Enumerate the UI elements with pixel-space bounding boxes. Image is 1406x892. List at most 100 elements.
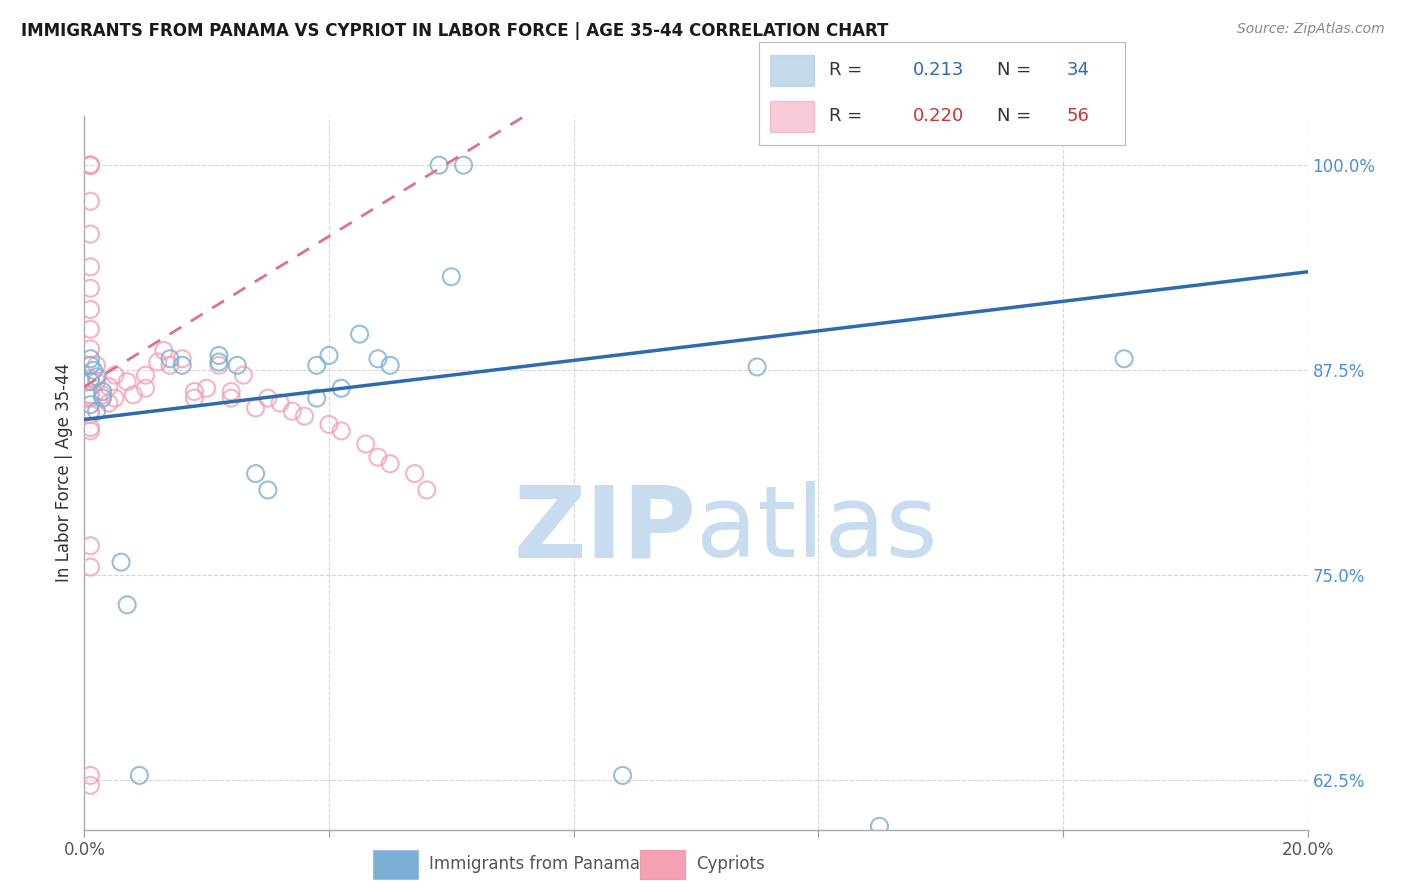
Text: ZIP: ZIP bbox=[513, 482, 696, 578]
Point bbox=[79, 371, 101, 385]
FancyBboxPatch shape bbox=[770, 102, 814, 132]
Point bbox=[367, 351, 389, 366]
Point bbox=[294, 409, 316, 424]
Point bbox=[208, 349, 231, 363]
Text: R =: R = bbox=[828, 107, 868, 125]
Point bbox=[79, 404, 101, 418]
Point bbox=[79, 281, 101, 295]
Point bbox=[453, 158, 475, 172]
Point bbox=[330, 381, 353, 395]
Point bbox=[115, 598, 138, 612]
Point bbox=[91, 384, 114, 399]
Point bbox=[79, 420, 101, 434]
Point bbox=[79, 560, 101, 574]
Point bbox=[97, 379, 120, 393]
Point bbox=[1021, 860, 1043, 874]
Point bbox=[79, 768, 101, 782]
Point bbox=[612, 768, 634, 782]
Point bbox=[122, 388, 145, 402]
Point bbox=[91, 391, 114, 405]
Text: 34: 34 bbox=[1066, 61, 1090, 78]
Text: N =: N = bbox=[997, 61, 1036, 78]
Text: 0.220: 0.220 bbox=[912, 107, 965, 125]
Point bbox=[79, 322, 101, 336]
Point bbox=[172, 351, 194, 366]
Point bbox=[79, 342, 101, 356]
Point bbox=[354, 437, 377, 451]
Point bbox=[79, 260, 101, 274]
Point bbox=[79, 398, 101, 412]
Point bbox=[183, 391, 205, 405]
Point bbox=[159, 359, 181, 373]
Point bbox=[257, 391, 280, 405]
Point bbox=[79, 408, 101, 422]
Point bbox=[305, 391, 328, 405]
Point bbox=[318, 417, 340, 432]
Point bbox=[79, 158, 101, 172]
Point bbox=[159, 351, 181, 366]
Point bbox=[86, 369, 108, 384]
Point bbox=[269, 396, 291, 410]
Point bbox=[79, 375, 101, 389]
Point bbox=[330, 424, 353, 438]
Point bbox=[110, 555, 132, 569]
Point bbox=[172, 359, 194, 373]
Point bbox=[257, 483, 280, 497]
Point bbox=[305, 359, 328, 373]
Point bbox=[195, 381, 218, 395]
Point bbox=[104, 368, 127, 383]
Point bbox=[219, 384, 242, 399]
Point bbox=[79, 539, 101, 553]
Point bbox=[79, 778, 101, 792]
FancyBboxPatch shape bbox=[770, 55, 814, 86]
Point bbox=[79, 391, 101, 405]
Text: IMMIGRANTS FROM PANAMA VS CYPRIOT IN LABOR FORCE | AGE 35-44 CORRELATION CHART: IMMIGRANTS FROM PANAMA VS CYPRIOT IN LAB… bbox=[21, 22, 889, 40]
Point bbox=[79, 424, 101, 438]
Point bbox=[135, 381, 157, 395]
Point bbox=[440, 269, 463, 284]
Point bbox=[79, 158, 101, 172]
Point bbox=[153, 343, 176, 358]
Point bbox=[281, 404, 304, 418]
Text: N =: N = bbox=[997, 107, 1036, 125]
Point bbox=[79, 359, 101, 373]
Point bbox=[245, 467, 267, 481]
Point bbox=[79, 351, 101, 366]
Text: 56: 56 bbox=[1066, 107, 1090, 125]
Point bbox=[183, 384, 205, 399]
Point bbox=[318, 349, 340, 363]
Point bbox=[380, 359, 402, 373]
Text: Cypriots: Cypriots bbox=[696, 855, 765, 873]
Y-axis label: In Labor Force | Age 35-44: In Labor Force | Age 35-44 bbox=[55, 363, 73, 582]
Text: R =: R = bbox=[828, 61, 868, 78]
Point bbox=[232, 368, 254, 383]
Point bbox=[1114, 351, 1136, 366]
Point bbox=[86, 375, 108, 389]
Point bbox=[86, 404, 108, 418]
Point bbox=[208, 359, 231, 373]
Text: Immigrants from Panama: Immigrants from Panama bbox=[429, 855, 640, 873]
Point bbox=[104, 391, 127, 405]
Point bbox=[79, 227, 101, 241]
Point bbox=[404, 467, 426, 481]
Point bbox=[86, 359, 108, 373]
Point bbox=[380, 457, 402, 471]
Point bbox=[97, 396, 120, 410]
Point bbox=[208, 355, 231, 369]
Point bbox=[146, 355, 169, 369]
Point bbox=[226, 359, 249, 373]
Point bbox=[245, 401, 267, 415]
Point bbox=[79, 194, 101, 209]
Point bbox=[367, 450, 389, 465]
Point bbox=[869, 819, 891, 833]
Point bbox=[91, 388, 114, 402]
Point bbox=[79, 158, 101, 172]
Point bbox=[83, 363, 105, 377]
Point bbox=[115, 375, 138, 389]
Text: 0.213: 0.213 bbox=[912, 61, 965, 78]
Point bbox=[79, 302, 101, 317]
Point bbox=[427, 158, 450, 172]
Point bbox=[219, 391, 242, 405]
Point bbox=[747, 359, 769, 374]
Text: Source: ZipAtlas.com: Source: ZipAtlas.com bbox=[1237, 22, 1385, 37]
